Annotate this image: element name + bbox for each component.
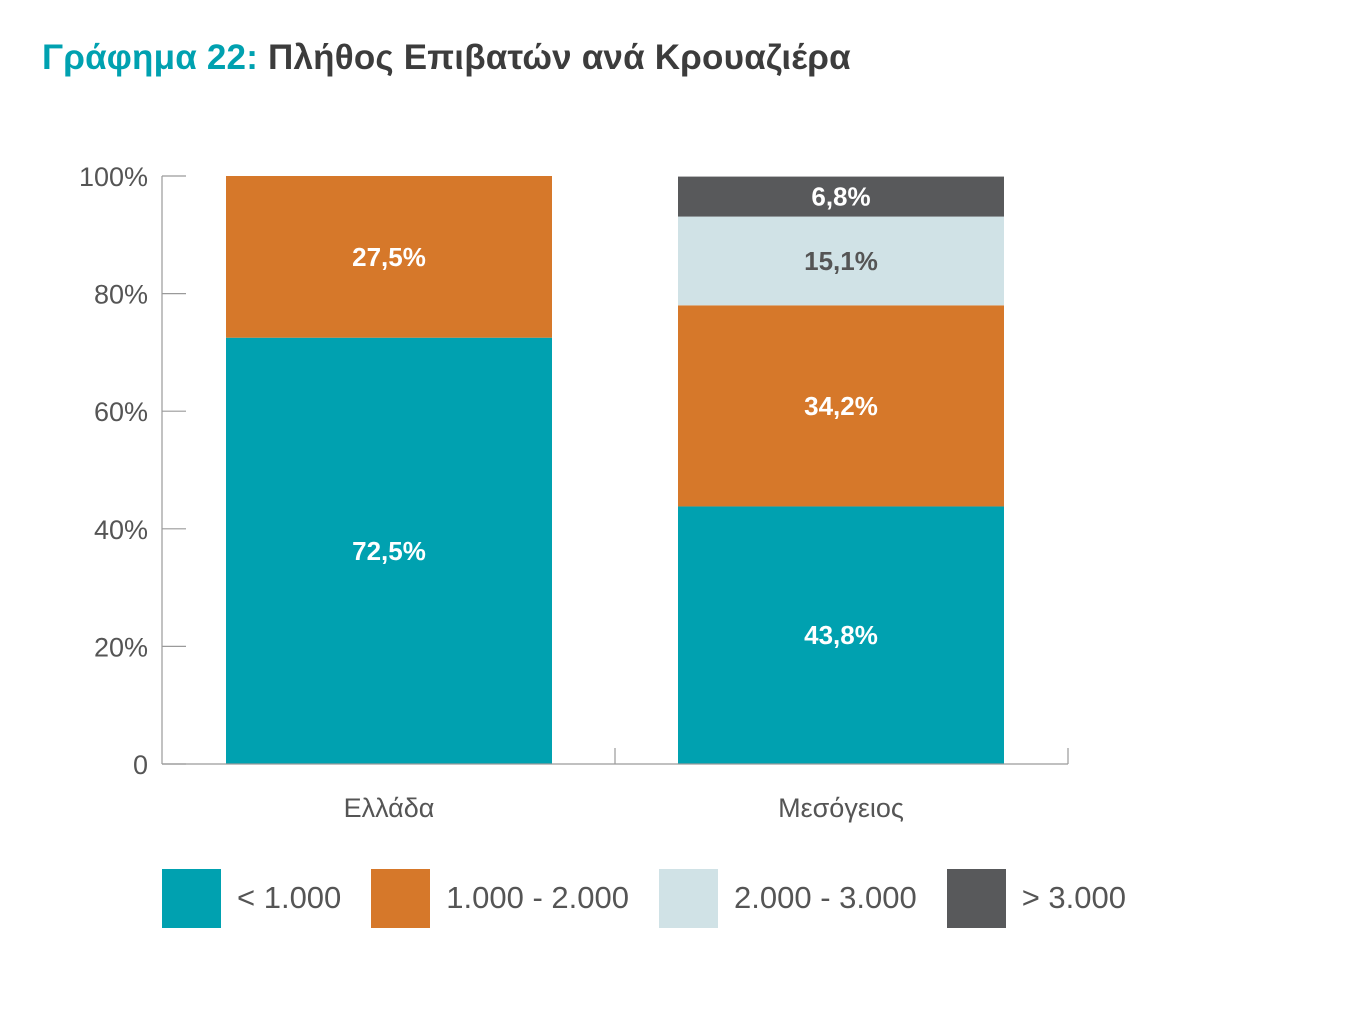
data-label: 6,8% bbox=[811, 182, 870, 212]
bar-segment bbox=[226, 337, 552, 764]
legend-swatch bbox=[946, 868, 1006, 928]
y-tick-label: 100% bbox=[79, 162, 148, 192]
data-label: 15,1% bbox=[804, 246, 878, 276]
legend-label: 1.000 - 2.000 bbox=[446, 880, 629, 915]
bar-segment bbox=[678, 305, 1004, 507]
y-tick-label: 60% bbox=[94, 397, 148, 427]
legend-label: 2.000 - 3.000 bbox=[734, 880, 917, 915]
stacked-bar-chart: 72,5% 27,5% 43,8% 34,2% 15,1% 6,8% 0 20% 40% 60% 8… bbox=[79, 162, 1069, 823]
data-label: 27,5% bbox=[352, 242, 426, 272]
y-tick-label: 80% bbox=[94, 280, 148, 310]
data-label: 34,2% bbox=[804, 391, 878, 421]
legend-swatch bbox=[162, 868, 221, 928]
x-category-label: Μεσόγειος bbox=[778, 793, 904, 823]
y-tick-label: 0 bbox=[133, 750, 148, 780]
data-label: 43,8% bbox=[804, 620, 878, 650]
legend-item: > 3.000 bbox=[946, 868, 1126, 928]
legend-label: > 3.000 bbox=[1021, 880, 1126, 915]
legend-item: 2.000 - 3.000 bbox=[659, 868, 917, 928]
bar-segment bbox=[226, 176, 552, 338]
chart-title: Γράφημα 22: Πλήθος Επιβατών ανά Κρουαζιέ… bbox=[42, 38, 851, 78]
data-label: 72,5% bbox=[352, 536, 426, 566]
chart-title-prefix: Γράφημα 22: bbox=[42, 38, 259, 77]
legend-swatch bbox=[371, 868, 431, 928]
legend-label: < 1.000 bbox=[237, 880, 342, 915]
legend-swatch bbox=[659, 868, 718, 928]
x-category-label: Ελλάδα bbox=[344, 793, 435, 823]
bar-segment bbox=[678, 176, 1004, 217]
bar-segment bbox=[678, 506, 1004, 764]
y-tick-label: 20% bbox=[94, 632, 148, 662]
chart-legend: < 1.000 1.000 - 2.000 2.000 - 3.000 > 3.000 bbox=[162, 868, 1156, 928]
y-tick-label: 40% bbox=[94, 515, 148, 545]
bar-segment bbox=[678, 216, 1004, 306]
legend-item: < 1.000 bbox=[162, 868, 342, 928]
legend-item: 1.000 - 2.000 bbox=[371, 868, 629, 928]
chart-title-text: Πλήθος Επιβατών ανά Κρουαζιέρα bbox=[268, 38, 851, 77]
